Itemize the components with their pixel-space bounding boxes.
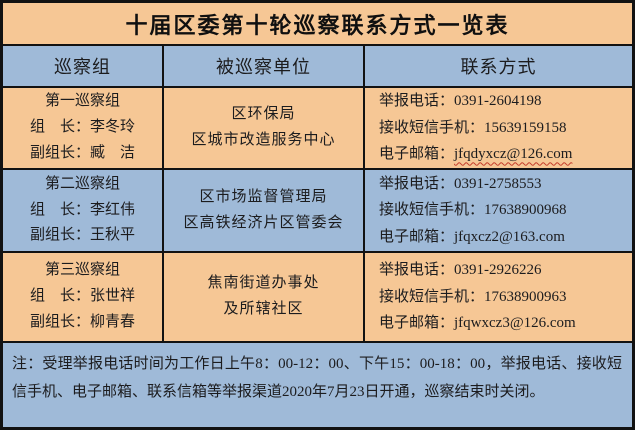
group-leader: 组 长：李冬玲 (29, 119, 135, 136)
phone-value: 0391-2926226 (454, 262, 542, 279)
email-label: 电子邮箱： (379, 315, 455, 332)
contact-sms-line: 接收短信手机：17638900968 (379, 197, 567, 224)
group-cell: 第一巡察组 组 长：李冬玲 副组长：臧 洁 (3, 88, 162, 169)
group-deputy: 副组长：柳青春 (29, 313, 135, 330)
phone-value: 0391-2758553 (454, 175, 542, 192)
table-header-row: 巡察组 被巡察单位 联系方式 (3, 46, 632, 86)
column-header-contact: 联系方式 (365, 46, 632, 86)
unit-cell: 区市场监督管理局 区高铁经济片区管委会 (164, 170, 363, 252)
contact-cell: 举报电话：0391-2758553 接收短信手机：17638900968 电子邮… (365, 170, 632, 252)
footnote: 注：受理举报电话时间为工作日上午8：00-12：00、下午15：00-18：00… (3, 343, 632, 427)
unit-line: 及所辖社区 (223, 301, 304, 318)
page-title: 十届区委第十轮巡察联系方式一览表 (3, 3, 632, 44)
contact-cell: 举报电话：0391-2926226 接收短信手机：17638900963 电子邮… (365, 253, 632, 342)
table-row: 第二巡察组 组 长：李红伟 副组长：王秋平 区市场监督管理局 区高铁经济片区管委… (3, 170, 632, 252)
contact-email-line: 电子邮箱：jfqxcz2@163.com (379, 224, 565, 251)
unit-line: 区城市改造服务中心 (191, 132, 336, 149)
column-header-unit: 被巡察单位 (164, 46, 363, 86)
contact-phone-line: 举报电话：0391-2604198 (379, 88, 542, 115)
group-deputy: 副组长：臧 洁 (29, 144, 135, 161)
unit-line: 区环保局 (231, 106, 296, 123)
email-label: 电子邮箱： (379, 146, 455, 163)
group-leaders: 组 长：李冬玲 副组长：臧 洁 (30, 115, 135, 167)
group-name: 第二巡察组 (44, 175, 120, 192)
group-leader: 组 长：张世祥 (29, 288, 135, 305)
table-row: 第三巡察组 组 长：张世祥 副组长：柳青春 焦南街道办事处 及所辖社区 举报电话… (3, 253, 632, 342)
unit-line: 焦南街道办事处 (207, 275, 320, 292)
unit-cell: 焦南街道办事处 及所辖社区 (164, 253, 363, 342)
sms-label: 接收短信手机： (379, 119, 485, 136)
email-value: jfqxcz2@163.com (454, 228, 565, 245)
contact-email-line: 电子邮箱：jfqdyxcz@126.com (379, 141, 572, 168)
group-name: 第三巡察组 (44, 262, 120, 279)
group-cell: 第三巡察组 组 长：张世祥 副组长：柳青春 (3, 253, 162, 342)
contact-cell: 举报电话：0391-2604198 接收短信手机：15639159158 电子邮… (365, 88, 632, 169)
table-row: 第一巡察组 组 长：李冬玲 副组长：臧 洁 区环保局 区城市改造服务中心 举报电… (3, 88, 632, 169)
sms-value: 15639159158 (484, 119, 567, 136)
unit-line: 区市场监督管理局 (199, 188, 328, 205)
email-label: 电子邮箱： (379, 228, 455, 245)
unit-line: 区高铁经济片区管委会 (183, 214, 344, 231)
contact-email-line: 电子邮箱：jfqwxcz3@126.com (379, 310, 576, 337)
phone-label: 举报电话： (379, 175, 455, 192)
group-leaders: 组 长：李红伟 副组长：王秋平 (30, 198, 135, 250)
phone-label: 举报电话： (379, 93, 455, 109)
group-cell: 第二巡察组 组 长：李红伟 副组长：王秋平 (3, 170, 162, 252)
sms-value: 17638900968 (484, 202, 567, 219)
group-leaders: 组 长：张世祥 副组长：柳青春 (30, 284, 135, 336)
contact-sms-line: 接收短信手机：15639159158 (379, 115, 567, 142)
group-name: 第一巡察组 (44, 93, 120, 110)
contact-phone-line: 举报电话：0391-2758553 (379, 171, 542, 198)
sms-value: 17638900963 (484, 288, 567, 305)
email-value: jfqdyxcz@126.com (454, 146, 573, 163)
column-header-group: 巡察组 (3, 46, 162, 86)
phone-label: 举报电话： (379, 262, 455, 279)
unit-cell: 区环保局 区城市改造服务中心 (164, 88, 363, 169)
group-leader: 组 长：李红伟 (29, 201, 135, 218)
sms-label: 接收短信手机： (379, 288, 485, 305)
email-value: jfqwxcz3@126.com (454, 315, 576, 332)
phone-value: 0391-2604198 (454, 93, 542, 109)
sms-label: 接收短信手机： (379, 202, 485, 219)
group-deputy: 副组长：王秋平 (29, 227, 135, 244)
contact-sms-line: 接收短信手机：17638900963 (379, 284, 567, 311)
contact-phone-line: 举报电话：0391-2926226 (379, 257, 542, 284)
